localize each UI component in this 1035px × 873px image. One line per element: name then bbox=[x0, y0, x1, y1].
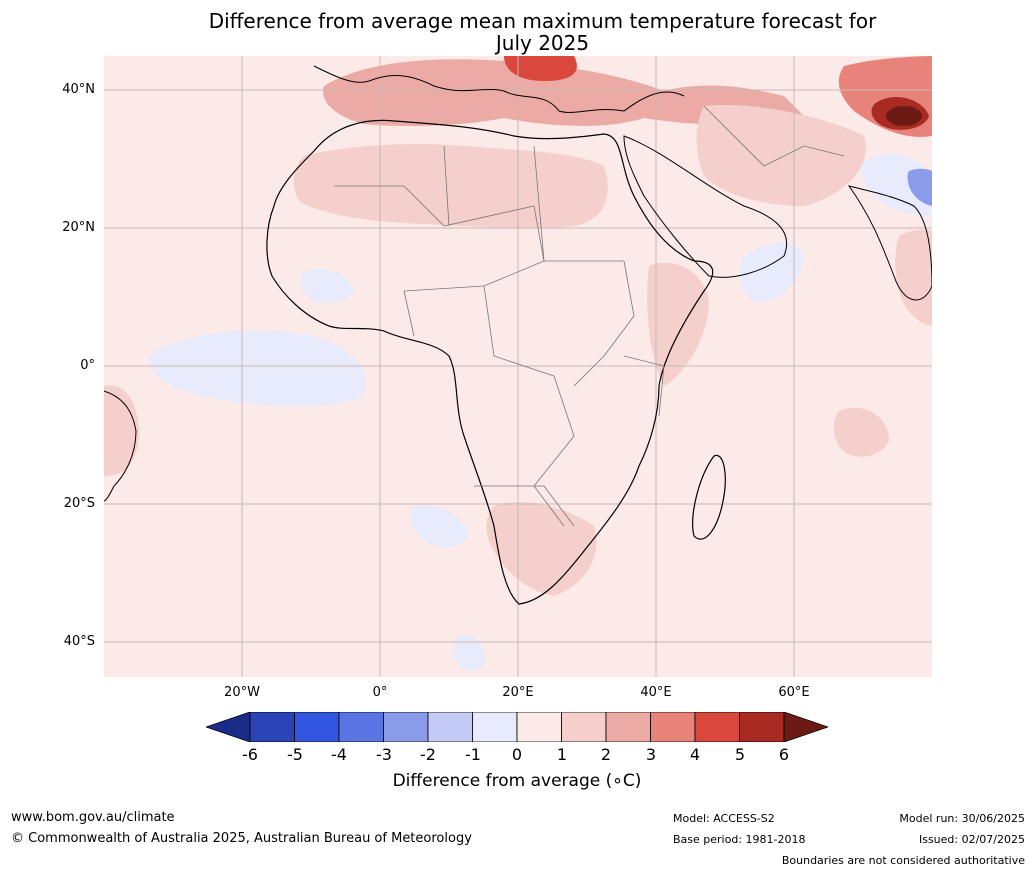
warm-anomaly-balkans bbox=[504, 56, 577, 81]
cool-anomaly-south-atlantic bbox=[410, 505, 469, 548]
colorbar-segment bbox=[605, 712, 651, 742]
warm-anomaly-southern-africa bbox=[486, 502, 597, 596]
warm-anomaly-india bbox=[895, 229, 932, 326]
lon-label-40e: 40°E bbox=[640, 685, 672, 700]
colorbar-segment bbox=[249, 712, 295, 742]
cool-anomaly-west-africa bbox=[300, 269, 354, 303]
title-line-1: Difference from average mean maximum tem… bbox=[208, 9, 877, 33]
hot-core-tarim bbox=[886, 106, 922, 126]
africa-coastline bbox=[266, 119, 714, 605]
colorbar-segment bbox=[338, 712, 384, 742]
colorbar-max-arrow bbox=[783, 712, 828, 742]
lon-label-20e: 20°E bbox=[502, 685, 534, 700]
grid-lines bbox=[104, 56, 932, 677]
europe-coastline bbox=[313, 65, 685, 113]
colorbar-tick: 2 bbox=[600, 745, 612, 764]
chart-title: Difference from average mean maximum tem… bbox=[0, 10, 1035, 54]
colorbar-segment bbox=[561, 712, 607, 742]
colorbar-tick: 0 bbox=[511, 745, 523, 764]
colorbar-segment bbox=[294, 712, 340, 742]
lon-label-20w: 20°W bbox=[224, 685, 260, 700]
lon-label-60e: 60°E bbox=[778, 685, 810, 700]
arabia-coastline bbox=[623, 135, 788, 278]
colorbar-segment bbox=[427, 712, 473, 742]
forecast-map bbox=[104, 56, 932, 677]
colorbar-label: Difference from average (∘C) bbox=[392, 771, 642, 791]
colorbar-tick: 6 bbox=[778, 745, 790, 764]
map-svg bbox=[104, 56, 932, 677]
country-borders bbox=[334, 105, 845, 527]
footer-issued: Issued: 02/07/2025 bbox=[918, 833, 1025, 846]
footer-copyright: © Commonwealth of Australia 2025, Austra… bbox=[11, 831, 472, 846]
colorbar-tick: -3 bbox=[376, 745, 392, 764]
cool-anomaly-south bbox=[453, 635, 485, 672]
cooler-anomaly-india bbox=[907, 168, 932, 206]
lat-label-20n: 20°N bbox=[62, 220, 95, 235]
madagascar-coastline bbox=[692, 454, 726, 540]
colorbar-min-arrow bbox=[206, 712, 251, 742]
footer-base-period: Base period: 1981-2018 bbox=[673, 833, 806, 846]
warm-anomaly-atlantic-west bbox=[104, 385, 139, 476]
footer-model: Model: ACCESS-S2 bbox=[673, 812, 775, 825]
colorbar-segment bbox=[694, 712, 740, 742]
cool-anomaly-india bbox=[861, 153, 932, 216]
warm-anomaly-europe bbox=[323, 59, 804, 126]
cool-anomaly-arabian-sea bbox=[739, 242, 804, 302]
south-america-coastline bbox=[104, 390, 137, 502]
title-line-2: July 2025 bbox=[495, 31, 590, 55]
colorbar-tick: -6 bbox=[242, 745, 258, 764]
lon-label-0: 0° bbox=[372, 685, 388, 700]
lat-label-40n: 40°N bbox=[62, 82, 95, 97]
lat-label-0: 0° bbox=[80, 358, 95, 373]
lat-label-20s: 20°S bbox=[63, 496, 95, 511]
colorbar-tick: -5 bbox=[287, 745, 303, 764]
warm-anomaly-indian-ocean bbox=[833, 407, 889, 457]
colorbar-tick: -2 bbox=[420, 745, 436, 764]
colorbar-tick: -4 bbox=[331, 745, 347, 764]
colorbar-tick: 4 bbox=[689, 745, 701, 764]
india-coastline bbox=[847, 185, 932, 301]
footer-model-run: Model run: 30/06/2025 bbox=[899, 812, 1025, 825]
colorbar-segment bbox=[739, 712, 785, 742]
warm-anomaly-east-africa bbox=[647, 262, 709, 386]
colorbar-segment bbox=[472, 712, 518, 742]
footer-website-link[interactable]: www.bom.gov.au/climate bbox=[11, 810, 175, 825]
colorbar-segment bbox=[650, 712, 696, 742]
colorbar-segment bbox=[383, 712, 429, 742]
footer-disclaimer: Boundaries are not considered authoritat… bbox=[781, 854, 1025, 867]
colorbar-segment bbox=[516, 712, 562, 742]
warm-anomaly-middle-east bbox=[696, 105, 866, 206]
colorbar-tick: 5 bbox=[734, 745, 746, 764]
cool-anomaly-atlantic bbox=[148, 330, 366, 407]
lat-label-40s: 40°S bbox=[63, 634, 95, 649]
colorbar-tick: 3 bbox=[645, 745, 657, 764]
colorbar bbox=[206, 712, 828, 742]
colorbar-tick: -1 bbox=[465, 745, 481, 764]
colorbar-tick: 1 bbox=[556, 745, 568, 764]
